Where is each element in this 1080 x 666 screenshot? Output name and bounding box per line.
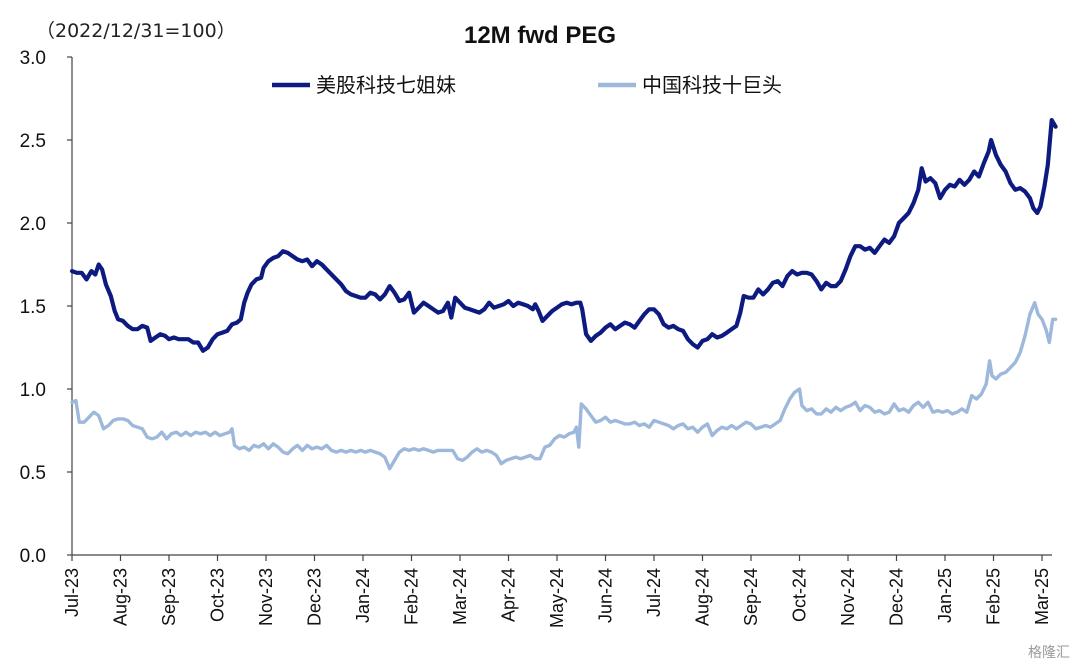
x-tick-label: Oct-23	[208, 568, 228, 622]
y-tick-label: 0.5	[20, 463, 46, 484]
series-line-2	[70, 301, 1058, 471]
x-tick-label: Mar-25	[1032, 568, 1052, 625]
legend-label-series-1: 美股科技七姐妹	[316, 73, 456, 97]
x-tick-label: Feb-25	[984, 568, 1004, 625]
x-tick-label: Mar-24	[450, 568, 470, 625]
x-tick-label: Apr-24	[499, 568, 519, 622]
x-tick-label: Aug-23	[111, 568, 131, 626]
y-tick-label: 2.0	[20, 214, 46, 235]
y-tick-label: 0.0	[20, 546, 46, 567]
x-tick-label: Aug-24	[693, 568, 713, 626]
x-tick-label: Jan-25	[935, 568, 955, 623]
series-line-1	[69, 118, 1058, 353]
legend-label-series-2: 中国科技十巨头	[642, 73, 782, 97]
x-tick-label: May-24	[547, 568, 567, 628]
x-tick-label: Jul-23	[62, 568, 82, 617]
x-tick-label: Sep-24	[741, 568, 761, 626]
x-tick-label: Dec-24	[887, 568, 907, 626]
legend: 美股科技七姐妹 中国科技十巨头	[272, 73, 782, 97]
y-tick-label: 1.5	[20, 297, 46, 318]
x-tick-label: Feb-24	[402, 568, 422, 625]
x-tick-label: Nov-24	[838, 568, 858, 626]
x-tick-label: Dec-23	[305, 568, 325, 626]
watermark: 格隆汇	[1028, 645, 1070, 661]
series-layer	[69, 118, 1058, 471]
x-tick-label: Jun-24	[596, 568, 616, 623]
chart-unit-note: （2022/12/31=100）	[36, 20, 236, 42]
y-tick-label: 3.0	[20, 48, 46, 69]
y-tick-label: 1.0	[20, 380, 46, 401]
y-axis: 0.0 0.5 1.0 1.5 2.0 2.5 3.0	[20, 48, 73, 567]
x-tick-label: Sep-23	[159, 568, 179, 626]
chart-title: 12M fwd PEG	[464, 22, 616, 49]
y-tick-label: 2.5	[20, 131, 46, 152]
x-axis: Jul-23 Aug-23 Sep-23 Oct-23 Nov-23 Dec-23 Jan-…	[62, 554, 1052, 628]
x-tick-label: Nov-23	[256, 568, 276, 626]
x-tick-label: Jan-24	[353, 568, 373, 623]
x-tick-label: Jul-24	[644, 568, 664, 617]
x-tick-label: Oct-24	[790, 568, 810, 622]
